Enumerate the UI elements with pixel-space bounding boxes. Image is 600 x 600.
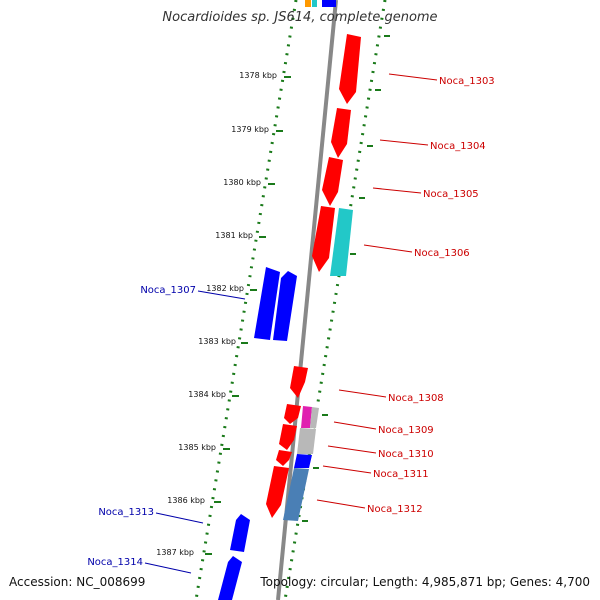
gene-partial-teal[interactable] bbox=[312, 0, 317, 7]
kbp-label: 1378 kbp bbox=[239, 71, 277, 80]
gene-noca-1306[interactable] bbox=[312, 206, 335, 272]
kbp-label: 1387 kbp bbox=[156, 548, 194, 557]
kbp-label: 1379 kbp bbox=[231, 125, 269, 134]
gene-label[interactable]: Noca_1306 bbox=[414, 248, 470, 259]
gene-label[interactable]: Noca_1311 bbox=[373, 469, 429, 480]
gene-noca-1309[interactable] bbox=[301, 406, 312, 428]
gene-label[interactable]: Noca_1308 bbox=[388, 393, 444, 404]
leader-line bbox=[379, 139, 429, 146]
gene-noca-1307a[interactable] bbox=[254, 267, 280, 340]
forward-label-leaders bbox=[316, 73, 438, 509]
reverse-genes bbox=[218, 267, 297, 600]
outer-ruler-ticks bbox=[302, 35, 390, 522]
gene-noca-1305[interactable] bbox=[322, 157, 343, 206]
leader-line bbox=[155, 512, 204, 524]
gene-noca-1312a[interactable] bbox=[266, 466, 289, 518]
gene-partial-orange[interactable] bbox=[305, 0, 311, 7]
leader-line bbox=[197, 290, 246, 300]
gene-noca-1307[interactable] bbox=[273, 271, 297, 341]
reverse-label-leaders bbox=[144, 290, 246, 574]
accession-text: Accession: NC_008699 bbox=[9, 575, 146, 589]
topology-text: Topology: circular; Length: 4,985,871 bp… bbox=[260, 575, 590, 589]
gene-noca-1310[interactable] bbox=[297, 428, 316, 454]
gene-noca-1310a[interactable] bbox=[279, 424, 297, 450]
gene-noca-1313[interactable] bbox=[230, 514, 250, 552]
gene-label[interactable]: Noca_1307 bbox=[140, 285, 196, 296]
leader-line bbox=[322, 465, 372, 474]
gene-label[interactable]: Noca_1303 bbox=[439, 76, 495, 87]
leader-line bbox=[327, 445, 377, 454]
kbp-label: 1386 kbp bbox=[167, 496, 205, 505]
gene-label[interactable]: Noca_1312 bbox=[367, 504, 423, 515]
gene-label[interactable]: Noca_1314 bbox=[87, 557, 143, 568]
gene-partial-blue[interactable] bbox=[322, 0, 336, 7]
forward-genes bbox=[266, 34, 361, 521]
gene-noca-1306b[interactable] bbox=[330, 208, 353, 276]
kbp-label: 1381 kbp bbox=[215, 231, 253, 240]
gene-noca-1311a[interactable] bbox=[276, 450, 292, 466]
gene-noca-1303[interactable] bbox=[339, 34, 361, 104]
leader-line bbox=[144, 562, 192, 574]
leader-line bbox=[372, 187, 422, 194]
gene-noca-1311[interactable] bbox=[294, 454, 312, 468]
leader-line bbox=[338, 389, 387, 398]
kbp-label: 1383 kbp bbox=[198, 337, 236, 346]
gene-noca-1312[interactable] bbox=[283, 468, 309, 521]
kbp-label: 1380 kbp bbox=[223, 178, 261, 187]
gene-label[interactable]: Noca_1310 bbox=[378, 449, 434, 460]
map-title: Nocardioides sp. JS614, complete genome bbox=[162, 10, 438, 25]
gene-label[interactable]: Noca_1309 bbox=[378, 425, 434, 436]
gene-noca-1308[interactable] bbox=[290, 366, 308, 398]
gene-noca-1304[interactable] bbox=[331, 108, 351, 158]
gene-label[interactable]: Noca_1313 bbox=[98, 507, 154, 518]
kbp-label: 1382 kbp bbox=[206, 284, 244, 293]
leader-line bbox=[316, 499, 366, 509]
gene-label[interactable]: Noca_1305 bbox=[423, 189, 479, 200]
kbp-label: 1385 kbp bbox=[178, 443, 216, 452]
kbp-label: 1384 kbp bbox=[188, 390, 226, 399]
leader-line bbox=[363, 244, 413, 253]
leader-line bbox=[333, 421, 377, 430]
gene-noca-1309a[interactable] bbox=[284, 404, 301, 424]
gene-noca-1309c[interactable] bbox=[310, 407, 319, 428]
gene-noca-1314[interactable] bbox=[218, 556, 242, 600]
kbp-scale: 1378 kbp 1379 kbp 1380 kbp 1381 kbp 1382… bbox=[156, 71, 291, 557]
leader-line bbox=[388, 73, 438, 81]
gene-label[interactable]: Noca_1304 bbox=[430, 141, 486, 152]
